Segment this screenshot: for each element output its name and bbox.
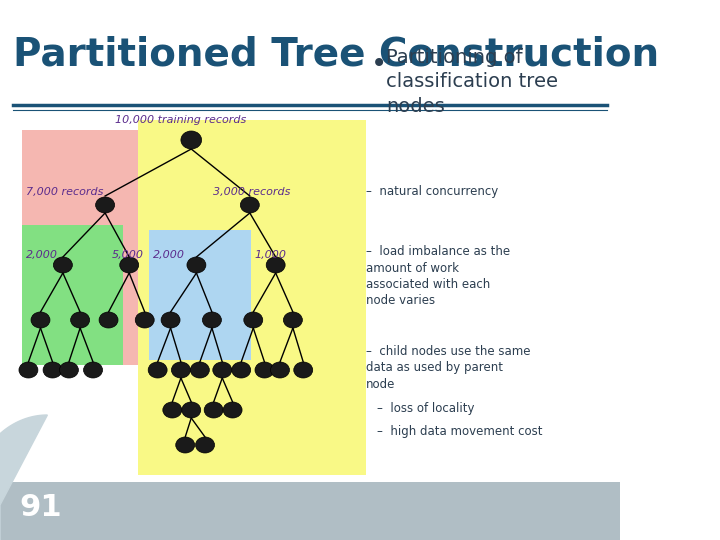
Ellipse shape: [255, 362, 274, 378]
Text: 2,000: 2,000: [153, 250, 185, 260]
Ellipse shape: [181, 402, 201, 418]
Text: 7,000 records: 7,000 records: [26, 187, 103, 197]
Ellipse shape: [284, 312, 302, 328]
Text: 91: 91: [19, 494, 62, 523]
Text: 1,000: 1,000: [254, 250, 286, 260]
Ellipse shape: [202, 312, 221, 328]
Ellipse shape: [148, 362, 167, 378]
Ellipse shape: [204, 402, 223, 418]
Text: •: •: [370, 50, 387, 78]
Ellipse shape: [60, 362, 78, 378]
Ellipse shape: [271, 362, 289, 378]
Ellipse shape: [135, 312, 154, 328]
Ellipse shape: [266, 257, 285, 273]
Text: –  loss of locality: – loss of locality: [377, 402, 474, 415]
Ellipse shape: [213, 362, 232, 378]
Ellipse shape: [163, 402, 181, 418]
Bar: [0, 482, 620, 540]
Ellipse shape: [31, 312, 50, 328]
Text: Partitioned Tree Construction: Partitioned Tree Construction: [13, 35, 659, 73]
Ellipse shape: [176, 437, 194, 453]
Ellipse shape: [232, 362, 251, 378]
Ellipse shape: [181, 131, 202, 149]
Ellipse shape: [71, 312, 89, 328]
Text: Partitioning of
classification tree
nodes: Partitioning of classification tree node…: [386, 48, 558, 116]
Text: –  load imbalance as the
amount of work
associated with each
node varies: – load imbalance as the amount of work a…: [366, 245, 510, 307]
Text: 3,000 records: 3,000 records: [213, 187, 290, 197]
Ellipse shape: [96, 197, 114, 213]
Ellipse shape: [223, 402, 242, 418]
Text: 10,000 training records: 10,000 training records: [115, 115, 246, 125]
Bar: [22, 130, 207, 365]
Polygon shape: [0, 415, 48, 540]
Bar: [149, 230, 251, 360]
Ellipse shape: [196, 437, 215, 453]
Ellipse shape: [187, 257, 206, 273]
Ellipse shape: [19, 362, 38, 378]
Ellipse shape: [161, 312, 180, 328]
Ellipse shape: [294, 362, 312, 378]
Text: –  high data movement cost: – high data movement cost: [377, 425, 543, 438]
Text: 5,000: 5,000: [112, 250, 144, 260]
Ellipse shape: [244, 312, 263, 328]
Text: 2,000: 2,000: [26, 250, 58, 260]
Ellipse shape: [190, 362, 210, 378]
Bar: [22, 225, 123, 365]
Ellipse shape: [43, 362, 62, 378]
Ellipse shape: [53, 257, 73, 273]
Bar: [138, 120, 366, 475]
Ellipse shape: [84, 362, 102, 378]
Ellipse shape: [120, 257, 139, 273]
Ellipse shape: [240, 197, 259, 213]
Ellipse shape: [99, 312, 118, 328]
Ellipse shape: [171, 362, 190, 378]
Text: –  child nodes use the same
data as used by parent
node: – child nodes use the same data as used …: [366, 345, 531, 391]
Text: –  natural concurrency: – natural concurrency: [366, 185, 498, 198]
